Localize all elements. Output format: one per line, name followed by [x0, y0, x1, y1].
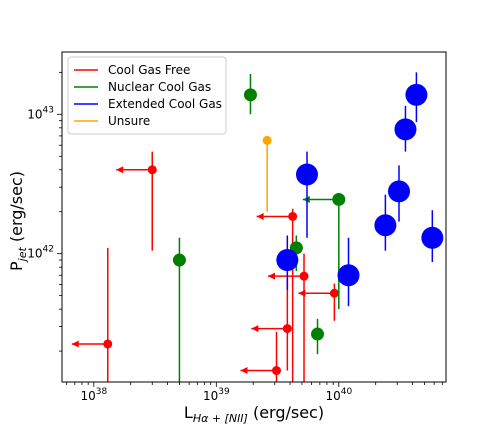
y-axis-label-unit: (erg/sec) [7, 171, 26, 247]
data-point [374, 214, 397, 237]
legend-entry-extended-cool-gas: Extended Cool Gas [74, 97, 222, 111]
x-tick-label-exponent: 40 [341, 387, 353, 397]
legend-label-extended-cool-gas: Extended Cool Gas [108, 97, 222, 111]
data-point [276, 249, 299, 272]
data-point [295, 163, 318, 186]
data-point [262, 135, 272, 145]
x-axis-label: LHα + [NII] (erg/sec) [184, 403, 324, 425]
legend-label-unsure: Unsure [108, 114, 150, 128]
upper-limit-arrowhead [116, 166, 124, 174]
x-axis-ticks: 1038 1039 1040 [66, 382, 443, 403]
data-point [310, 327, 324, 341]
x-tick-label-mantissa: 10 [325, 389, 340, 403]
data-point [332, 192, 346, 206]
series-extended-cool-gas [276, 72, 444, 307]
data-point [288, 211, 298, 221]
x-tick-label: 1038 [80, 387, 107, 403]
upper-limit-arrowhead [268, 272, 276, 280]
series-cool-gas-free [71, 151, 339, 382]
x-axis-label-sub: Hα + [NII] [193, 412, 248, 425]
upper-limit-arrowhead [71, 340, 79, 348]
x-tick-label-mantissa: 10 [80, 389, 95, 403]
legend-entry-cool-gas-free: Cool Gas Free [74, 63, 190, 77]
y-axis-label-sub: jet [16, 247, 29, 264]
upper-limit-arrowhead [240, 367, 248, 375]
legend-label-cool-gas-free: Cool Gas Free [108, 63, 190, 77]
data-point [299, 271, 309, 281]
y-tick-label-exponent: 43 [43, 105, 54, 115]
series-unsure [262, 135, 272, 212]
y-tick-label-exponent: 42 [43, 245, 54, 255]
x-tick-label-exponent: 39 [218, 387, 230, 397]
upper-limit-arrowhead [298, 289, 306, 297]
data-point [282, 324, 292, 334]
data-point [329, 288, 339, 298]
x-tick-label: 1040 [325, 387, 352, 403]
series-nuclear-cool-gas [172, 73, 346, 382]
x-tick-label-mantissa: 10 [203, 389, 218, 403]
y-axis-label-main: P [7, 261, 26, 271]
data-point [103, 339, 113, 349]
y-tick-label-mantissa: 10 [27, 247, 42, 261]
data-point [337, 264, 360, 287]
x-axis-label-main: L [184, 403, 193, 422]
data-point [271, 366, 281, 376]
upper-limit-arrowhead [251, 325, 259, 333]
data-point [387, 180, 410, 203]
upper-limit-arrowhead [256, 212, 264, 220]
axes-frame [61, 51, 447, 383]
y-tick-label-mantissa: 10 [27, 107, 42, 121]
data-point [172, 253, 186, 267]
y-tick-label: 1043 [27, 105, 54, 121]
data-point [405, 83, 428, 106]
x-tick-label: 1039 [203, 387, 230, 403]
x-tick-label-exponent: 38 [96, 387, 108, 397]
legend-entry-nuclear-cool-gas: Nuclear Cool Gas [74, 80, 211, 94]
y-tick-label: 1042 [27, 245, 54, 261]
x-axis-label-unit: (erg/sec) [248, 403, 324, 422]
data-point [421, 226, 444, 249]
y-axis-label: Pjet (erg/sec) [7, 171, 29, 271]
legend-entry-unsure: Unsure [74, 114, 150, 128]
data-point [394, 118, 417, 141]
legend-label-nuclear-cool-gas: Nuclear Cool Gas [108, 80, 211, 94]
legend-box [67, 56, 227, 135]
data-point [147, 165, 157, 175]
legend: Cool Gas Free Nuclear Cool Gas Extended … [67, 56, 227, 135]
data-point [243, 88, 257, 102]
data-marks [71, 72, 444, 382]
